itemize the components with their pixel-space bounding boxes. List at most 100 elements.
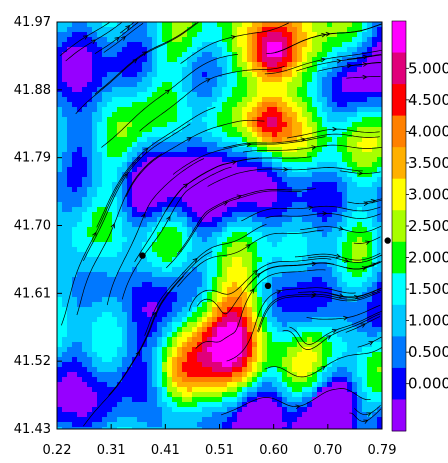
heatmap-cell <box>162 167 168 173</box>
heatmap-cell <box>147 137 153 143</box>
heatmap-cell <box>277 182 283 188</box>
heatmap-cell <box>72 357 78 363</box>
heatmap-cell <box>347 137 353 143</box>
heatmap-cell <box>252 77 258 83</box>
heatmap-cell <box>197 197 203 203</box>
heatmap-cell <box>167 182 173 188</box>
heatmap-cell <box>172 222 178 228</box>
heatmap-cell <box>327 397 333 403</box>
heatmap-cell <box>167 192 173 198</box>
heatmap-cell <box>137 382 143 388</box>
heatmap-cell <box>82 37 88 43</box>
heatmap-cell <box>352 277 358 283</box>
heatmap-cell <box>157 272 163 278</box>
heatmap-cell <box>152 302 158 308</box>
heatmap-cell <box>362 152 368 158</box>
heatmap-cell <box>197 87 203 93</box>
heatmap-cell <box>362 162 368 168</box>
heatmap-cell <box>292 317 298 323</box>
heatmap-cell <box>107 177 113 183</box>
heatmap-cell <box>202 227 208 233</box>
heatmap-cell <box>132 232 138 238</box>
heatmap-cell <box>227 42 233 48</box>
heatmap-cell <box>122 187 128 193</box>
heatmap-cell <box>167 77 173 83</box>
heatmap-cell <box>167 377 173 383</box>
heatmap-cell <box>317 302 323 308</box>
heatmap-cell <box>127 72 133 78</box>
heatmap-cell <box>332 152 338 158</box>
heatmap-cell <box>82 287 88 293</box>
heatmap-cell <box>327 372 333 378</box>
heatmap-cell <box>202 132 208 138</box>
heatmap-cell <box>117 362 123 368</box>
heatmap-cell <box>137 242 143 248</box>
heatmap-cell <box>132 47 138 53</box>
heatmap-cell <box>147 42 153 48</box>
heatmap-cell <box>222 187 228 193</box>
heatmap-cell <box>117 242 123 248</box>
heatmap-cell <box>227 82 233 88</box>
heatmap-cell <box>147 182 153 188</box>
heatmap-cell <box>127 347 133 353</box>
heatmap-cell <box>232 277 238 283</box>
heatmap-cell <box>102 307 108 313</box>
heatmap-cell <box>202 182 208 188</box>
heatmap-cell <box>317 112 323 118</box>
heatmap-cell <box>137 197 143 203</box>
heatmap-cell <box>217 177 223 183</box>
heatmap-cell <box>272 392 278 398</box>
heatmap-cell <box>117 317 123 323</box>
heatmap-cell <box>362 72 368 78</box>
heatmap-cell <box>252 137 258 143</box>
heatmap-cell <box>127 387 133 393</box>
heatmap-cell <box>342 182 348 188</box>
heatmap-cell <box>202 67 208 73</box>
heatmap-cell <box>377 27 382 33</box>
heatmap-cell <box>312 222 318 228</box>
heatmap-cell <box>107 32 113 38</box>
heatmap-cell <box>102 107 108 113</box>
heatmap-cell <box>97 237 103 243</box>
heatmap-cell <box>247 357 253 363</box>
heatmap-cell <box>67 137 73 143</box>
heatmap-cell <box>267 92 273 98</box>
heatmap-cell <box>267 27 273 33</box>
heatmap-cell <box>202 137 208 143</box>
heatmap-cell <box>337 72 343 78</box>
heatmap-cell <box>217 302 223 308</box>
heatmap-cell <box>157 27 163 33</box>
heatmap-cell <box>367 152 373 158</box>
heatmap-cell <box>72 52 78 58</box>
heatmap-cell <box>72 287 78 293</box>
heatmap-cell <box>182 357 188 363</box>
heatmap-cell <box>117 107 123 113</box>
heatmap-cell <box>377 327 382 333</box>
heatmap-cell <box>272 237 278 243</box>
heatmap-cell <box>132 122 138 128</box>
heatmap-cell <box>207 267 213 273</box>
heatmap-cell <box>337 367 343 373</box>
heatmap-cell <box>102 337 108 343</box>
heatmap-cell <box>72 337 78 343</box>
heatmap-cell <box>312 307 318 313</box>
heatmap-cell <box>272 207 278 213</box>
heatmap-cell <box>167 342 173 348</box>
heatmap-cell <box>162 27 168 33</box>
heatmap-cell <box>267 112 273 118</box>
heatmap-cell <box>332 117 338 123</box>
heatmap-cell <box>187 222 193 228</box>
heatmap-cell <box>322 352 328 358</box>
heatmap-cell <box>242 67 248 73</box>
heatmap-cell <box>62 217 68 223</box>
heatmap-cell <box>167 362 173 368</box>
heatmap-cell <box>262 197 268 203</box>
heatmap-cell <box>102 87 108 93</box>
heatmap-cell <box>242 292 248 298</box>
heatmap-cell <box>352 292 358 298</box>
heatmap-cell <box>72 302 78 308</box>
heatmap-cell <box>197 292 203 298</box>
heatmap-cell <box>342 302 348 308</box>
heatmap-cell <box>272 317 278 323</box>
heatmap-cell <box>282 142 288 148</box>
